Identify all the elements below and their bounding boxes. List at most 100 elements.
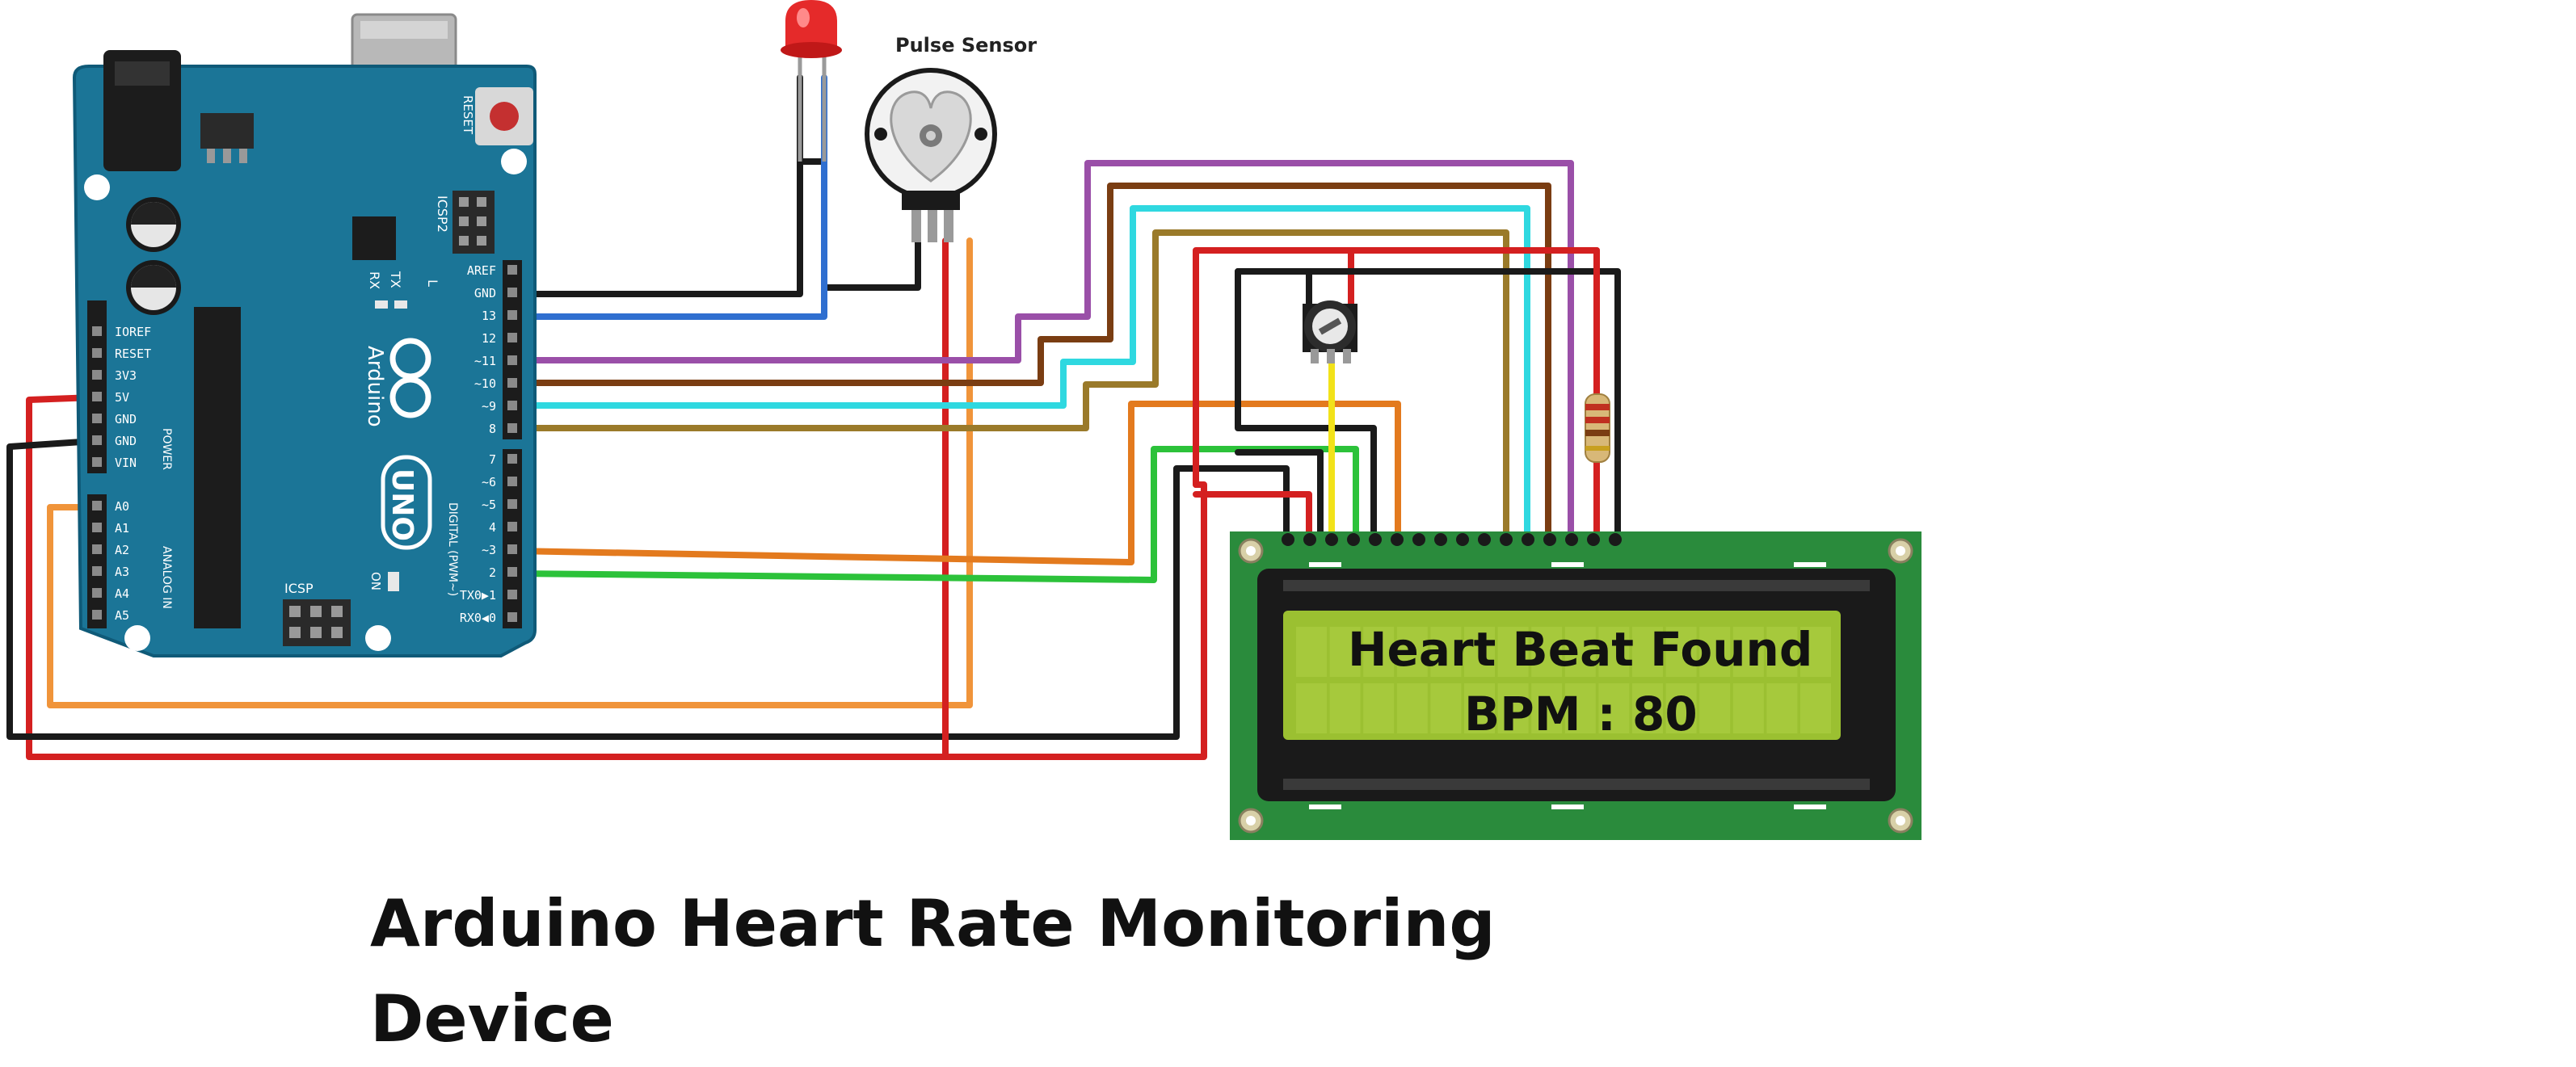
lcd-pin <box>1303 533 1316 546</box>
reset-label: RESET <box>461 95 475 135</box>
pin-label: 2 <box>489 565 496 580</box>
wire-pot-red-2 <box>1193 491 1312 540</box>
wire-pin13-blue <box>511 74 827 320</box>
pin-label: 8 <box>489 422 496 436</box>
lcd-pin <box>1282 533 1294 546</box>
pin-label: GND <box>115 412 137 426</box>
digital-section-label: DIGITAL (PWM~) <box>446 502 459 596</box>
lcd-cell <box>1800 627 1831 677</box>
pin-label: TX0▶1 <box>460 588 496 603</box>
power-pin-labels: IOREF RESET 3V3 5V GND GND VIN <box>92 325 151 470</box>
lcd-cell <box>1766 627 1798 677</box>
lcd-cell <box>1497 627 1529 677</box>
wire-gnd-black <box>6 438 1290 740</box>
lcd-pin <box>1609 533 1622 546</box>
lcd-pin <box>1325 533 1338 546</box>
wire-pot-black-2 <box>1235 268 1377 540</box>
pin-label: A5 <box>115 608 129 623</box>
lcd-cell <box>1766 683 1798 733</box>
lcd-cell <box>1329 627 1361 677</box>
pin-label: ~9 <box>482 399 496 414</box>
pin-label: 3V3 <box>115 368 137 383</box>
mount-hole <box>124 625 150 651</box>
header-pin <box>507 310 517 320</box>
pin-label: GND <box>115 434 137 448</box>
header-pin <box>92 370 102 380</box>
model-label: UNO <box>385 468 419 541</box>
lcd-cell <box>1296 627 1327 677</box>
lcd-pin <box>1412 533 1425 546</box>
header-pin <box>507 355 517 365</box>
pin-label: ~10 <box>474 376 496 391</box>
icsp2-header <box>452 191 495 254</box>
lcd-pin <box>1500 533 1513 546</box>
analog-pin-labels: A0 A1 A2 A3 A4 A5 <box>92 499 129 623</box>
wire-pot-black <box>1235 268 1621 540</box>
lcd-pin <box>1522 533 1534 546</box>
lcd-pin <box>1543 533 1556 546</box>
wire-pot-black-4 <box>1235 449 1324 540</box>
lcd-cell <box>1396 627 1428 677</box>
pin-label: VIN <box>115 456 137 470</box>
lcd-cell <box>1464 627 1495 677</box>
lcd-cell <box>1598 683 1630 733</box>
header-pin <box>92 523 102 532</box>
lcd-cell <box>1464 683 1495 733</box>
wire-pin2-green <box>511 446 1359 583</box>
lcd-cell <box>1699 627 1731 677</box>
rx-label: RX <box>367 271 382 289</box>
header-pin <box>507 454 517 464</box>
pulse-sensor: Pulse Sensor <box>865 34 1037 242</box>
wire-pin3-orange <box>511 401 1401 565</box>
lcd-cell <box>1329 683 1361 733</box>
resistor <box>1585 393 1610 463</box>
wire-sensor-black-2 <box>821 237 921 291</box>
mount-hole <box>84 174 110 200</box>
potentiometer <box>1303 300 1357 363</box>
pin-label: AREF <box>467 263 496 278</box>
wire-pin11-purple <box>511 160 1574 540</box>
header-pin <box>92 588 102 598</box>
lcd-silk-mark <box>1309 804 1341 809</box>
digital-header-top <box>503 260 522 439</box>
header-pin <box>507 401 517 410</box>
header-pin <box>507 423 517 433</box>
lcd-cell <box>1732 627 1764 677</box>
lcd-cell <box>1363 627 1395 677</box>
digital-pin-labels-top: AREF GND 13 12 ~11 ~10 ~9 8 <box>467 263 517 436</box>
lcd-silk-mark <box>1794 562 1826 567</box>
lcd-cell <box>1800 683 1831 733</box>
lcd-cell <box>1732 683 1764 733</box>
header-pin <box>507 522 517 531</box>
lcd-cell <box>1665 683 1697 733</box>
lcd-silk-mark <box>1551 804 1584 809</box>
lcd-pin <box>1369 533 1382 546</box>
lcd-header-pins <box>1282 533 1622 546</box>
l-label: L <box>425 279 440 287</box>
lcd-cell <box>1564 627 1596 677</box>
pin-label: RX0◀0 <box>460 611 496 625</box>
header-pin <box>92 501 102 510</box>
pin-label: A4 <box>115 586 129 601</box>
analog-section-label: ANALOG IN <box>160 546 173 609</box>
lcd-silk-mark <box>1794 804 1826 809</box>
lcd-pin <box>1478 533 1491 546</box>
regulator <box>200 113 254 149</box>
pin-label: A2 <box>115 543 129 557</box>
pin-label: A3 <box>115 565 129 579</box>
pin-label: ~5 <box>482 498 496 512</box>
lcd-cell <box>1699 683 1731 733</box>
wire-5v-red <box>26 394 1207 760</box>
wires <box>6 74 1621 760</box>
lcd-silk-mark <box>1551 562 1584 567</box>
pin-label: 5V <box>115 390 129 405</box>
pin-label: A0 <box>115 499 129 514</box>
arduino-board: RESET ICSP2 TX RX L Arduino UNO ON <box>72 13 537 657</box>
lcd-pin <box>1434 533 1447 546</box>
pin-label: GND <box>474 286 496 300</box>
pin-label: 13 <box>482 309 496 323</box>
pin-label: RESET <box>115 347 151 361</box>
header-pin <box>92 610 102 620</box>
board-body <box>72 65 537 657</box>
